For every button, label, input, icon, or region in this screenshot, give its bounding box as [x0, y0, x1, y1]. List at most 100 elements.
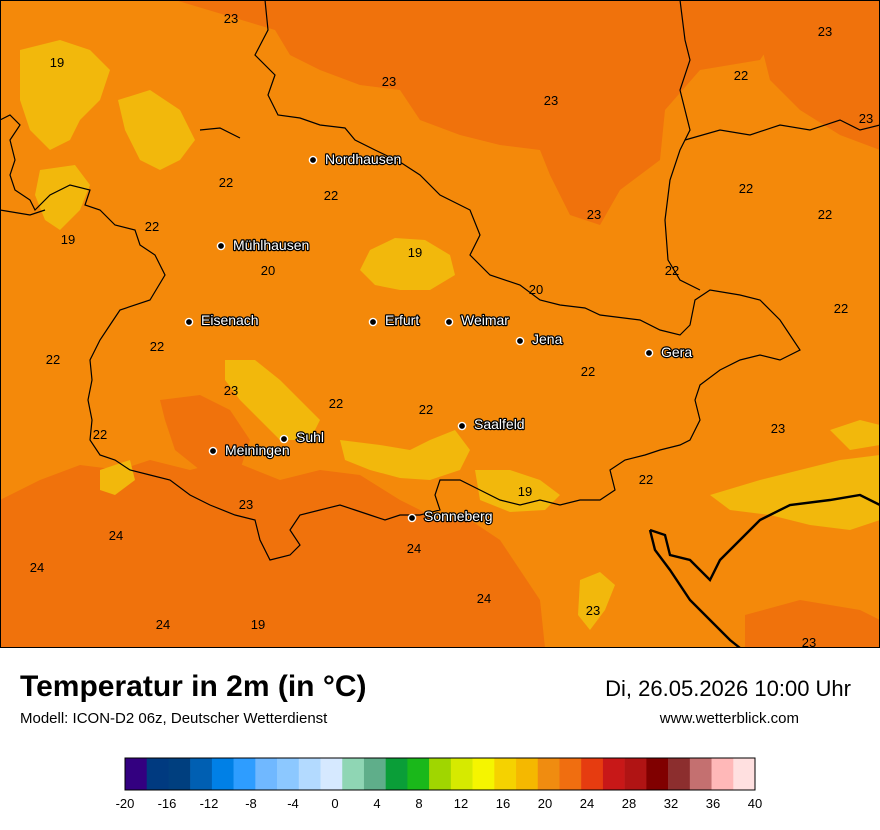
city-jena[interactable]: Jena — [515, 330, 564, 348]
legend-swatch — [385, 758, 408, 790]
district-border — [0, 209, 46, 216]
value-label: 23 — [239, 497, 253, 512]
legend-swatch — [689, 758, 712, 790]
value-label: 19 — [50, 55, 64, 70]
city-label: Meiningen — [225, 442, 290, 458]
legend-tick: 0 — [331, 796, 338, 811]
legend-swatch — [516, 758, 539, 790]
footer: Temperatur in 2m (in °C) Modell: ICON-D2… — [0, 648, 880, 830]
legend-swatch — [472, 758, 495, 790]
value-label: 24 — [407, 541, 421, 556]
map-title: Temperatur in 2m (in °C) — [20, 670, 367, 703]
value-label: 22 — [734, 68, 748, 83]
legend-tick: 16 — [496, 796, 510, 811]
warm-areas — [0, 0, 880, 648]
legend-ticks: -20 -16 -12 -8 -4 0 4 8 12 16 20 24 28 3… — [116, 796, 763, 811]
legend-tick: -20 — [116, 796, 135, 811]
city-label: Gera — [661, 344, 692, 360]
legend-tick: 28 — [622, 796, 636, 811]
city-label: Weimar — [461, 312, 509, 328]
value-label: 22 — [639, 472, 653, 487]
city-label: Nordhausen — [325, 151, 401, 167]
city-eisenach[interactable]: Eisenach — [184, 311, 260, 329]
city-muehlhausen[interactable]: Mühlhausen — [216, 236, 310, 254]
legend-swatch — [733, 758, 756, 790]
city-dot-icon — [279, 434, 289, 444]
legend-swatch — [624, 758, 647, 790]
value-labels: 23 19 23 23 22 23 22 22 22 22 23 22 19 1… — [30, 11, 873, 648]
city-dot-icon — [644, 348, 654, 358]
value-label: 19 — [251, 617, 265, 632]
value-label: 22 — [581, 364, 595, 379]
city-label: Saalfeld — [474, 416, 525, 432]
legend-tick: -12 — [200, 796, 219, 811]
city-label: Mühlhausen — [233, 237, 309, 253]
city-dot-icon — [444, 317, 454, 327]
city-label: Sonneberg — [424, 508, 493, 524]
city-suhl[interactable]: Suhl — [279, 428, 325, 446]
model-info: Modell: ICON-D2 06z, Deutscher Wetterdie… — [20, 710, 328, 727]
value-label: 22 — [324, 188, 338, 203]
city-dot-icon — [368, 317, 378, 327]
value-label: 22 — [665, 263, 679, 278]
cool-areas — [20, 40, 880, 630]
temperature-map[interactable]: 23 19 23 23 22 23 22 22 22 22 23 22 19 1… — [0, 0, 880, 648]
city-meiningen[interactable]: Meiningen — [208, 441, 291, 459]
value-label: 23 — [586, 603, 600, 618]
value-label: 23 — [802, 635, 816, 648]
country-border — [648, 529, 741, 648]
legend-swatch — [668, 758, 691, 790]
legend-tick: -8 — [245, 796, 257, 811]
legend-swatch — [407, 758, 430, 790]
city-gera[interactable]: Gera — [644, 343, 694, 361]
legend-swatch — [125, 758, 148, 790]
district-border — [199, 127, 241, 139]
legend-swatch — [342, 758, 365, 790]
value-label: 22 — [150, 339, 164, 354]
district-border — [664, 0, 701, 291]
legend-swatch — [320, 758, 343, 790]
city-saalfeld[interactable]: Saalfeld — [457, 415, 526, 433]
legend-frame — [124, 757, 756, 791]
value-label: 24 — [109, 528, 123, 543]
value-label: 22 — [329, 396, 343, 411]
legend-tick: -16 — [158, 796, 177, 811]
legend-swatch — [277, 758, 300, 790]
legend-swatch — [146, 758, 169, 790]
legend-swatch — [190, 758, 213, 790]
value-label: 22 — [419, 402, 433, 417]
legend-tick: 32 — [664, 796, 678, 811]
website-link[interactable]: www.wetterblick.com — [659, 710, 799, 727]
city-markers: Nordhausen Mühlhausen Eisenach Erfurt We… — [184, 150, 694, 525]
color-legend: -20 -16 -12 -8 -4 0 4 8 12 16 20 24 28 3… — [116, 757, 763, 811]
value-label: 23 — [818, 24, 832, 39]
city-weimar[interactable]: Weimar — [444, 311, 511, 329]
legend-swatch — [211, 758, 234, 790]
legend-swatch — [559, 758, 582, 790]
value-label: 23 — [382, 74, 396, 89]
legend-tick: 12 — [454, 796, 468, 811]
legend-swatch — [363, 758, 386, 790]
city-erfurt[interactable]: Erfurt — [368, 311, 421, 329]
value-label: 22 — [818, 207, 832, 222]
value-label: 22 — [93, 427, 107, 442]
value-label: 23 — [224, 383, 238, 398]
value-label: 19 — [61, 232, 75, 247]
value-label: 22 — [834, 301, 848, 316]
city-label: Jena — [532, 331, 563, 347]
legend-swatch — [646, 758, 669, 790]
value-label: 24 — [30, 560, 44, 575]
forecast-datetime: Di, 26.05.2026 10:00 Uhr — [605, 676, 851, 701]
city-label: Erfurt — [385, 312, 419, 328]
legend-tick: 40 — [748, 796, 762, 811]
legend-tick: 4 — [373, 796, 380, 811]
value-label: 19 — [518, 484, 532, 499]
city-nordhausen[interactable]: Nordhausen — [308, 150, 402, 168]
legend-swatch — [450, 758, 473, 790]
value-label: 22 — [219, 175, 233, 190]
value-label: 23 — [587, 207, 601, 222]
city-dot-icon — [208, 446, 218, 456]
value-label: 23 — [224, 11, 238, 26]
city-sonneberg[interactable]: Sonneberg — [407, 507, 494, 525]
value-label: 22 — [145, 219, 159, 234]
